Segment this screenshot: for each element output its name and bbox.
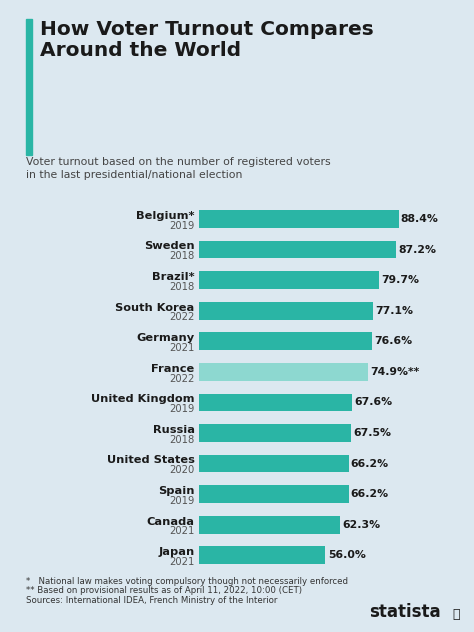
Text: 2018: 2018 xyxy=(169,282,194,292)
Text: Spain: Spain xyxy=(158,486,194,496)
Text: 87.2%: 87.2% xyxy=(398,245,436,255)
Text: 2019: 2019 xyxy=(169,496,194,506)
Text: Sweden: Sweden xyxy=(144,241,194,252)
Text: 📊: 📊 xyxy=(453,607,460,621)
Text: Canada: Canada xyxy=(146,516,194,526)
Text: United States: United States xyxy=(107,456,194,466)
Text: *   National law makes voting compulsory though not necessarily enforced: * National law makes voting compulsory t… xyxy=(26,577,348,586)
Bar xyxy=(199,302,373,320)
Bar xyxy=(199,424,351,442)
Text: 2021: 2021 xyxy=(169,526,194,537)
Text: ** Based on provisional results as of April 11, 2022, 10:00 (CET): ** Based on provisional results as of Ap… xyxy=(26,586,302,595)
Bar xyxy=(199,547,326,564)
Text: 76.6%: 76.6% xyxy=(374,336,412,346)
Text: 2022: 2022 xyxy=(169,312,194,322)
Text: 66.2%: 66.2% xyxy=(351,489,389,499)
Text: 2018: 2018 xyxy=(169,435,194,445)
Text: Voter turnout based on the number of registered voters
in the last presidential/: Voter turnout based on the number of reg… xyxy=(26,157,331,179)
Text: Sources: International IDEA, French Ministry of the Interior: Sources: International IDEA, French Mini… xyxy=(26,596,277,605)
Text: 2020: 2020 xyxy=(169,465,194,475)
Text: 56.0%: 56.0% xyxy=(328,550,365,560)
Text: Belgium*: Belgium* xyxy=(136,211,194,221)
Text: 2021: 2021 xyxy=(169,557,194,567)
Bar xyxy=(199,485,348,503)
Text: How Voter Turnout Compares
Around the World: How Voter Turnout Compares Around the Wo… xyxy=(40,20,374,61)
Text: statista: statista xyxy=(369,603,441,621)
Text: France: France xyxy=(151,364,194,374)
Bar xyxy=(199,363,368,380)
Bar xyxy=(199,210,399,228)
Bar xyxy=(199,271,379,289)
Text: Japan: Japan xyxy=(158,547,194,557)
Text: 2019: 2019 xyxy=(169,221,194,231)
Text: 67.6%: 67.6% xyxy=(354,398,392,408)
Text: 79.7%: 79.7% xyxy=(381,275,419,285)
Text: South Korea: South Korea xyxy=(115,303,194,313)
Bar xyxy=(199,516,340,533)
Text: Russia: Russia xyxy=(153,425,194,435)
Text: Germany: Germany xyxy=(137,333,194,343)
Bar xyxy=(199,394,352,411)
Text: 2019: 2019 xyxy=(169,404,194,414)
Text: 62.3%: 62.3% xyxy=(342,520,380,530)
Bar xyxy=(199,454,348,472)
Text: 2022: 2022 xyxy=(169,374,194,384)
Text: 74.9%**: 74.9%** xyxy=(370,367,419,377)
Text: 67.5%: 67.5% xyxy=(354,428,392,438)
Text: Brazil*: Brazil* xyxy=(152,272,194,282)
Text: United Kingdom: United Kingdom xyxy=(91,394,194,404)
Text: 2018: 2018 xyxy=(169,252,194,261)
Text: 66.2%: 66.2% xyxy=(351,459,389,468)
Text: 2021: 2021 xyxy=(169,343,194,353)
Text: 77.1%: 77.1% xyxy=(375,306,413,315)
Bar xyxy=(199,241,396,258)
Text: 88.4%: 88.4% xyxy=(401,214,439,224)
Bar xyxy=(199,332,372,350)
